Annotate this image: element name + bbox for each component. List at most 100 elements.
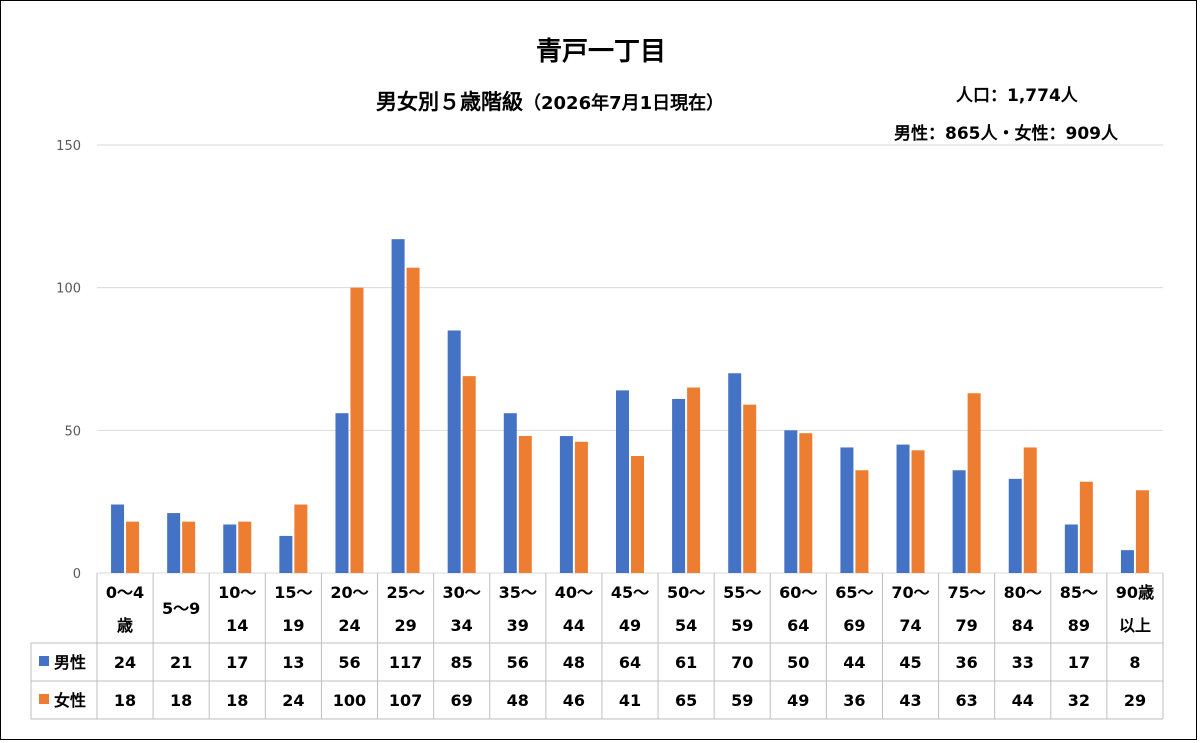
bar-female <box>574 441 588 573</box>
y-tick-label: 0 <box>73 567 81 582</box>
x-tick-label: 85～ <box>1060 583 1098 602</box>
data-label: 59 <box>731 691 753 710</box>
chart-title: 青戸一丁目 <box>535 37 666 67</box>
data-label: 18 <box>114 691 136 710</box>
x-tick-label: 55～ <box>723 583 761 602</box>
data-label: 33 <box>1012 653 1034 672</box>
data-label: 18 <box>170 691 192 710</box>
x-tick-label: 以上 <box>1119 616 1151 635</box>
x-tick-label: 65～ <box>835 583 873 602</box>
x-tick-label: 25～ <box>386 583 424 602</box>
bar-female <box>182 521 196 573</box>
bar-male <box>784 430 798 573</box>
bar-female <box>743 404 757 573</box>
y-tick-label: 150 <box>56 139 81 154</box>
data-label: 13 <box>282 653 304 672</box>
x-tick-label: 14 <box>226 616 248 635</box>
x-tick-label: 69 <box>843 616 865 635</box>
data-label: 43 <box>899 691 921 710</box>
data-label: 107 <box>389 691 422 710</box>
data-label: 61 <box>675 653 697 672</box>
bar-female <box>294 504 308 573</box>
subtitle-main: 男女別５歳階級 <box>376 90 523 114</box>
x-tick-label: 80～ <box>1004 583 1042 602</box>
bar-female <box>406 267 420 573</box>
subtitle-date: （2026年7月1日現在） <box>523 93 725 114</box>
x-tick-label: 89 <box>1068 616 1090 635</box>
x-tick-label: 30～ <box>443 583 481 602</box>
bar-male <box>279 535 293 573</box>
x-tick-label: 35～ <box>499 583 537 602</box>
bar-male <box>1064 524 1078 573</box>
x-tick-label: 5～9 <box>162 599 200 618</box>
data-label: 56 <box>507 653 529 672</box>
x-tick-label: 45～ <box>611 583 649 602</box>
bar-female <box>1023 447 1037 573</box>
x-tick-label: 49 <box>619 616 641 635</box>
x-tick-label: 79 <box>955 616 977 635</box>
bar-male <box>559 436 573 573</box>
x-tick-label: 24 <box>338 616 360 635</box>
bar-male <box>503 413 517 573</box>
data-label: 63 <box>955 691 977 710</box>
data-label: 64 <box>619 653 641 672</box>
bar-male <box>447 330 461 573</box>
x-tick-label: 29 <box>394 616 416 635</box>
bar-male <box>223 524 237 573</box>
data-label: 18 <box>226 691 248 710</box>
bar-female <box>462 376 476 573</box>
legend-key-male <box>39 656 49 666</box>
bar-female <box>911 450 925 573</box>
bar-male <box>728 373 742 573</box>
data-label: 56 <box>338 653 360 672</box>
x-tick-label: 70～ <box>891 583 929 602</box>
bar-female <box>631 456 644 573</box>
legend-key-female <box>39 694 49 704</box>
x-tick-label: 44 <box>563 616 585 635</box>
data-label: 8 <box>1129 653 1140 672</box>
data-label: 44 <box>843 653 865 672</box>
bar-female <box>687 387 701 573</box>
bar-male <box>1008 478 1022 573</box>
x-tick-label: 54 <box>675 616 697 635</box>
data-label: 21 <box>170 653 192 672</box>
x-tick-label: 19 <box>282 616 304 635</box>
data-label: 48 <box>563 653 585 672</box>
data-label: 50 <box>787 653 809 672</box>
data-label: 36 <box>955 653 977 672</box>
y-tick-label: 50 <box>64 424 81 439</box>
bar-female <box>1135 490 1149 573</box>
data-label: 41 <box>619 691 641 710</box>
legend-label: 女性 <box>54 691 86 710</box>
data-label: 36 <box>843 691 865 710</box>
x-tick-label: 64 <box>787 616 809 635</box>
data-label: 17 <box>226 653 248 672</box>
data-label: 29 <box>1124 691 1146 710</box>
x-tick-label: 15～ <box>274 583 312 602</box>
chart-subtitle: 男女別５歳階級（2026年7月1日現在） <box>376 86 724 116</box>
bar-male <box>952 470 966 573</box>
x-tick-label: 75～ <box>947 583 985 602</box>
data-label: 100 <box>333 691 366 710</box>
bar-female <box>350 287 364 573</box>
bar-female <box>855 470 869 573</box>
x-tick-label: 34 <box>451 616 473 635</box>
data-label: 65 <box>675 691 697 710</box>
x-tick-label: 84 <box>1012 616 1034 635</box>
population-by-gender: 男性：865人・女性：909人 <box>894 124 1118 144</box>
bar-male <box>335 413 349 573</box>
data-label: 117 <box>389 653 422 672</box>
y-tick-label: 100 <box>56 282 81 297</box>
bar-female <box>799 433 813 573</box>
data-label: 45 <box>899 653 921 672</box>
data-label: 46 <box>563 691 585 710</box>
data-label: 70 <box>731 653 753 672</box>
data-label: 48 <box>507 691 529 710</box>
bar-male <box>840 447 854 573</box>
bar-female <box>967 393 981 573</box>
x-tick-label: 60～ <box>779 583 817 602</box>
legend-label: 男性 <box>54 653 86 672</box>
x-tick-label: 歳 <box>117 616 133 635</box>
x-tick-label: 10～ <box>218 583 256 602</box>
